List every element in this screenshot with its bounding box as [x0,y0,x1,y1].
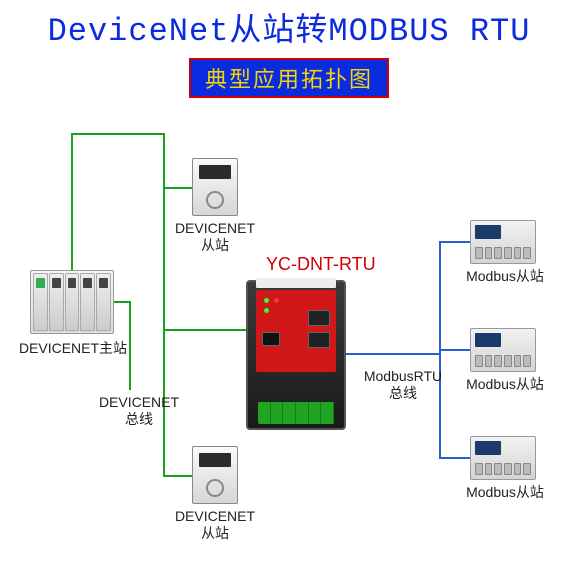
drive-bottom-node [192,446,238,504]
product-label: YC-DNT-RTU [266,254,376,275]
modbus-bus-label: ModbusRTU总线 [358,368,448,402]
drive-bottom-label: DEVICENET从站 [170,508,260,542]
drive-top-node [192,158,238,216]
adam-2-label: Modbus从站 [460,376,550,393]
plc-master-node [30,270,114,334]
subtitle-badge: 典型应用拓扑图 [189,58,389,98]
plc-master-label: DEVICENET主站 [18,340,128,357]
adam-3-node [470,436,536,480]
drive-top-label: DEVICENET从站 [170,220,260,254]
page-title: DeviceNet从站转MODBUS RTU [0,4,578,50]
adam-1-label: Modbus从站 [460,268,550,285]
adam-3-label: Modbus从站 [460,484,550,501]
gateway-terminal [258,402,334,424]
gateway-node [246,280,346,430]
adam-2-node [470,328,536,372]
devicenet-bus-label: DEVICENET总线 [94,394,184,428]
adam-1-node [470,220,536,264]
